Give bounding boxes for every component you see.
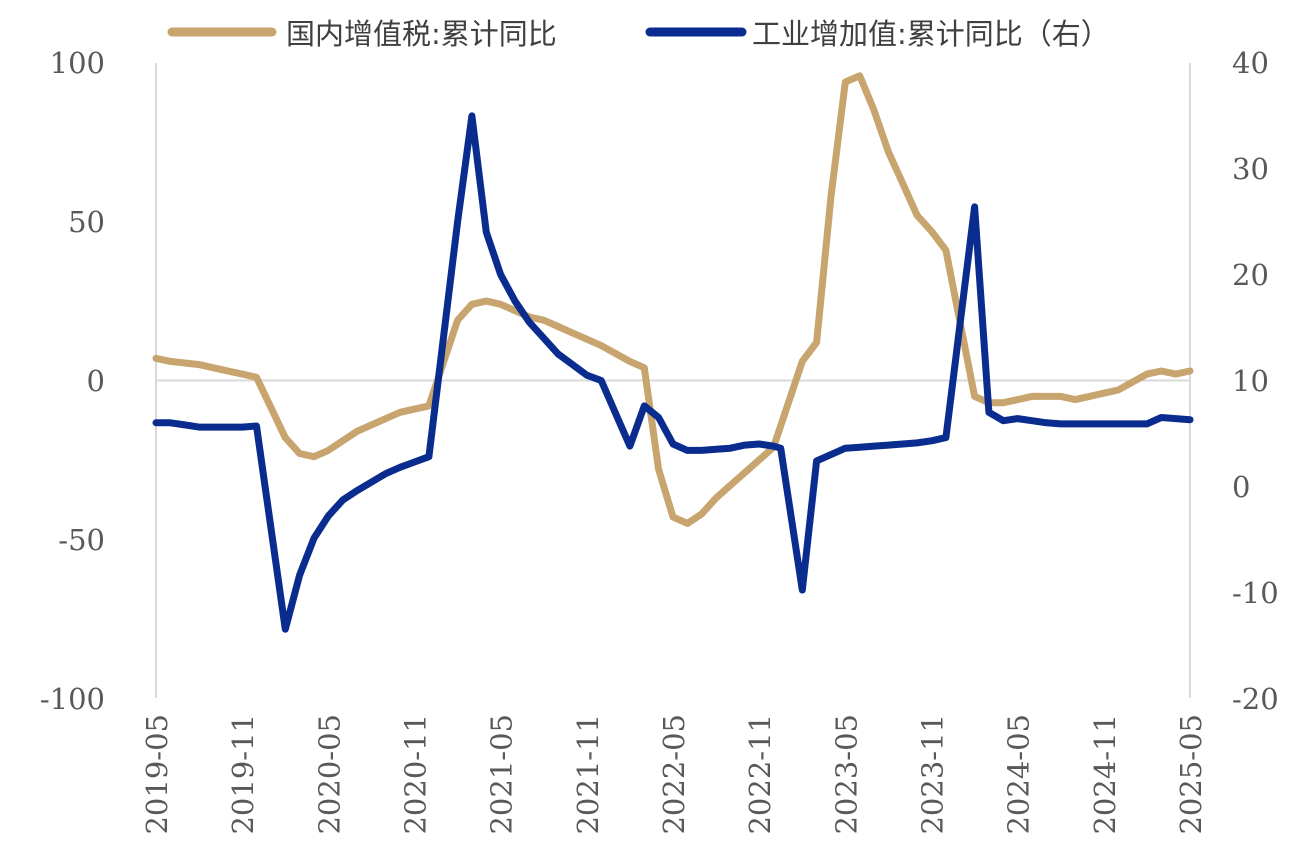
x-tick-label: 2024-05 [1002, 714, 1036, 835]
x-tick-label: 2020-05 [312, 714, 346, 835]
series-line-industrial [152, 112, 1194, 633]
x-tick-label: 2022-05 [657, 714, 691, 835]
y-right-tick: 40 [1232, 46, 1269, 80]
x-tick-label: 2025-05 [1174, 714, 1208, 835]
y-left-tick: 50 [68, 205, 105, 239]
x-tick-label: 2023-05 [829, 714, 863, 835]
series-line-vat [152, 72, 1194, 527]
y-right-tick: 0 [1232, 470, 1250, 504]
chart-axes [155, 63, 1191, 698]
y-right-tick: 30 [1232, 152, 1269, 186]
x-tick-label: 2023-11 [916, 714, 950, 835]
series-layer [152, 72, 1194, 633]
legend-label-industrial: 工业增加值:累计同比（右） [752, 17, 1110, 51]
y-axis-right-ticks: 40 30 20 10 0 -10 -20 [1232, 46, 1279, 716]
x-tick-label: 2020-11 [399, 714, 433, 835]
y-right-tick: -20 [1232, 682, 1279, 716]
y-right-tick: 20 [1232, 258, 1269, 292]
y-left-tick: 100 [50, 46, 105, 80]
y-left-tick: 0 [87, 364, 105, 398]
x-tick-label: 2022-11 [743, 714, 777, 835]
y-right-tick: -10 [1232, 576, 1279, 610]
x-tick-label: 2019-05 [140, 714, 174, 835]
x-tick-label: 2021-05 [485, 714, 519, 835]
y-right-tick: 10 [1232, 364, 1269, 398]
x-axis-ticks: 2019-05 2019-11 2020-05 2020-11 2021-05 2021-… [140, 714, 1208, 835]
y-axis-left-ticks: 100 50 0 -50 -100 [40, 46, 105, 716]
y-left-tick: -50 [58, 523, 105, 557]
x-tick-label: 2024-11 [1088, 714, 1122, 835]
legend-label-vat: 国内增值税:累计同比 [286, 17, 557, 51]
x-tick-label: 2021-11 [571, 714, 605, 835]
x-tick-label: 2019-11 [226, 714, 260, 835]
y-left-tick: -100 [40, 682, 105, 716]
chart-legend: 国内增值税:累计同比 工业增加值:累计同比（右） [167, 17, 1110, 51]
